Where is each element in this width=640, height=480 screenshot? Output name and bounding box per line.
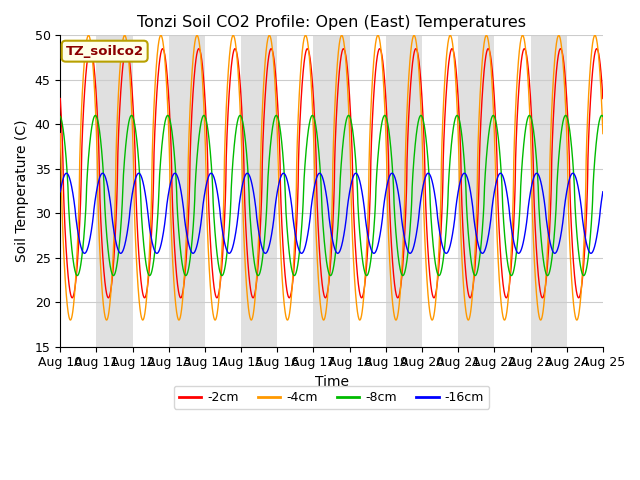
Y-axis label: Soil Temperature (C): Soil Temperature (C)	[15, 120, 29, 262]
Bar	[458, 36, 494, 347]
Line: -16cm: -16cm	[60, 173, 603, 253]
-4cm	[56, 131, 64, 136]
-16cm	[497, 170, 504, 176]
-8cm	[208, 169, 216, 175]
-2cm	[56, 96, 64, 101]
-16cm	[394, 187, 402, 193]
-16cm	[385, 177, 392, 183]
Bar	[169, 36, 205, 347]
-2cm	[385, 164, 392, 169]
-4cm	[599, 131, 607, 136]
-8cm	[385, 124, 392, 130]
-16cm	[208, 170, 216, 176]
-4cm	[599, 127, 607, 132]
-8cm	[599, 114, 607, 120]
Line: -4cm: -4cm	[60, 36, 603, 320]
-8cm	[599, 113, 607, 119]
X-axis label: Time: Time	[315, 375, 349, 389]
-16cm	[56, 189, 64, 194]
-8cm	[548, 258, 556, 264]
-4cm	[548, 110, 556, 116]
-4cm	[385, 235, 392, 241]
-2cm	[177, 295, 184, 300]
-16cm	[599, 189, 607, 194]
-8cm	[490, 112, 497, 118]
-16cm	[479, 251, 486, 256]
-4cm	[173, 310, 180, 315]
Text: TZ_soilco2: TZ_soilco2	[66, 45, 144, 58]
Title: Tonzi Soil CO2 Profile: Open (East) Temperatures: Tonzi Soil CO2 Profile: Open (East) Temp…	[137, 15, 526, 30]
Legend: -2cm, -4cm, -8cm, -16cm: -2cm, -4cm, -8cm, -16cm	[174, 386, 489, 409]
Line: -8cm: -8cm	[60, 115, 603, 276]
-2cm	[599, 96, 607, 101]
-8cm	[173, 185, 180, 191]
-2cm	[173, 273, 180, 279]
-2cm	[548, 163, 556, 168]
-8cm	[394, 250, 402, 256]
-2cm	[599, 93, 607, 99]
-4cm	[175, 317, 183, 323]
-8cm	[508, 273, 515, 278]
Line: -2cm: -2cm	[60, 48, 603, 298]
Bar	[97, 36, 132, 347]
-4cm	[157, 33, 164, 38]
-2cm	[208, 264, 216, 270]
-16cm	[599, 190, 607, 195]
Bar	[314, 36, 349, 347]
-2cm	[394, 295, 402, 300]
-2cm	[159, 46, 166, 51]
-16cm	[173, 172, 180, 178]
-4cm	[208, 304, 216, 310]
Bar	[386, 36, 422, 347]
Bar	[241, 36, 277, 347]
-8cm	[56, 114, 64, 120]
-16cm	[548, 245, 556, 251]
Bar	[531, 36, 566, 347]
-4cm	[394, 310, 402, 316]
